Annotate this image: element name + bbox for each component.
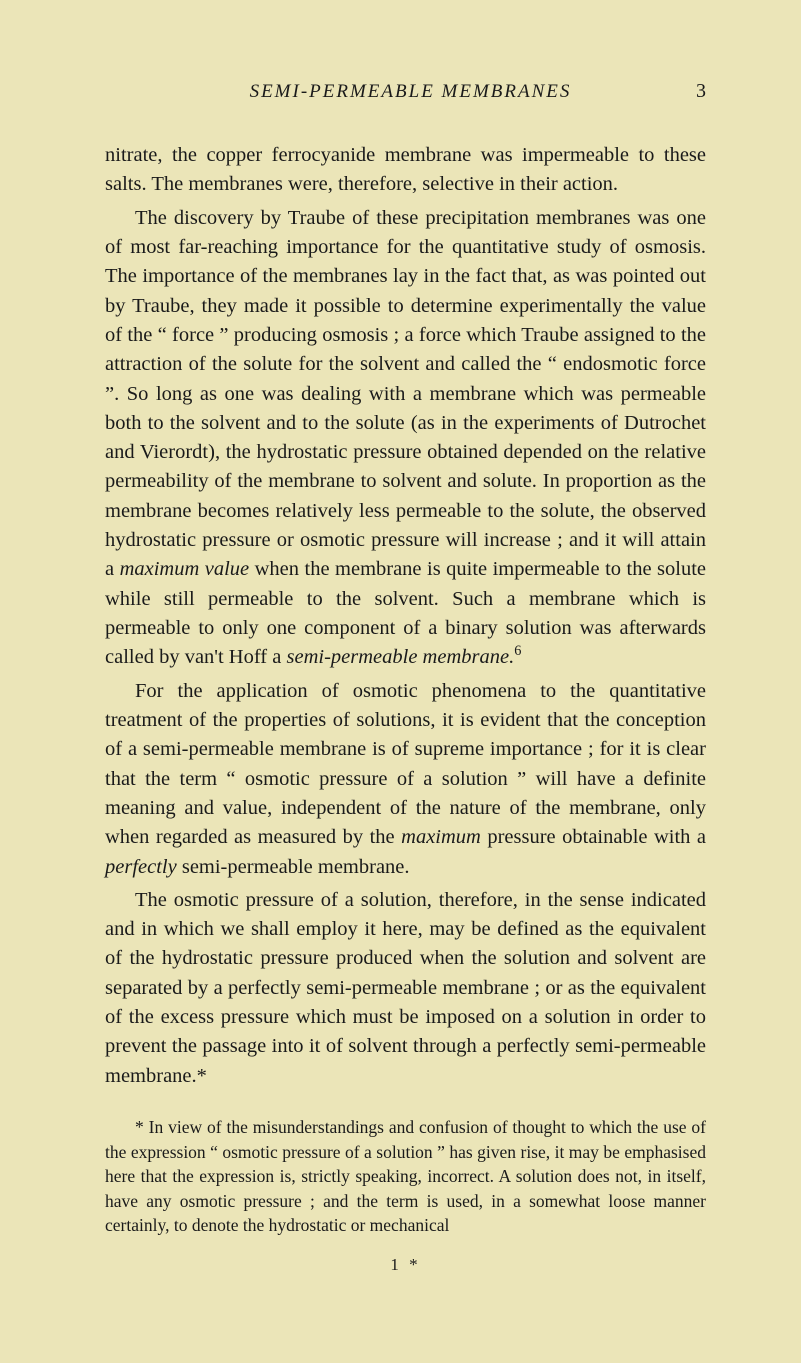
p3-text-c: pressure obtainable with a: [481, 826, 706, 848]
footnote: * In view of the misunderstandings and c…: [105, 1115, 706, 1238]
p3-text-e: semi-permeable membrane.: [177, 856, 410, 878]
p2-italic-d: semi-permeable membrane.: [287, 646, 515, 668]
header-row: SEMI-PERMEABLE MEMBRANES 3: [105, 80, 706, 103]
signature-mark: 1 *: [105, 1255, 706, 1275]
p3-italic-b: maximum: [401, 826, 481, 848]
p2-superscript: 6: [514, 643, 521, 659]
p2-italic-b: maximum value: [120, 558, 250, 580]
paragraph-4: The osmotic pressure of a solution, ther…: [105, 886, 706, 1091]
p2-text-a: The discovery by Traube of these precipi…: [105, 207, 706, 581]
paragraph-1: nitrate, the copper ferrocyanide membran…: [105, 141, 706, 200]
running-head: SEMI-PERMEABLE MEMBRANES: [145, 81, 676, 103]
p3-text-a: For the application of osmotic phenomena…: [105, 680, 706, 849]
paragraph-2: The discovery by Traube of these precipi…: [105, 204, 706, 673]
page-container: SEMI-PERMEABLE MEMBRANES 3 nitrate, the …: [0, 0, 801, 1325]
paragraph-3: For the application of osmotic phenomena…: [105, 677, 706, 882]
p3-italic-d: perfectly: [105, 856, 177, 878]
page-number: 3: [676, 80, 706, 103]
